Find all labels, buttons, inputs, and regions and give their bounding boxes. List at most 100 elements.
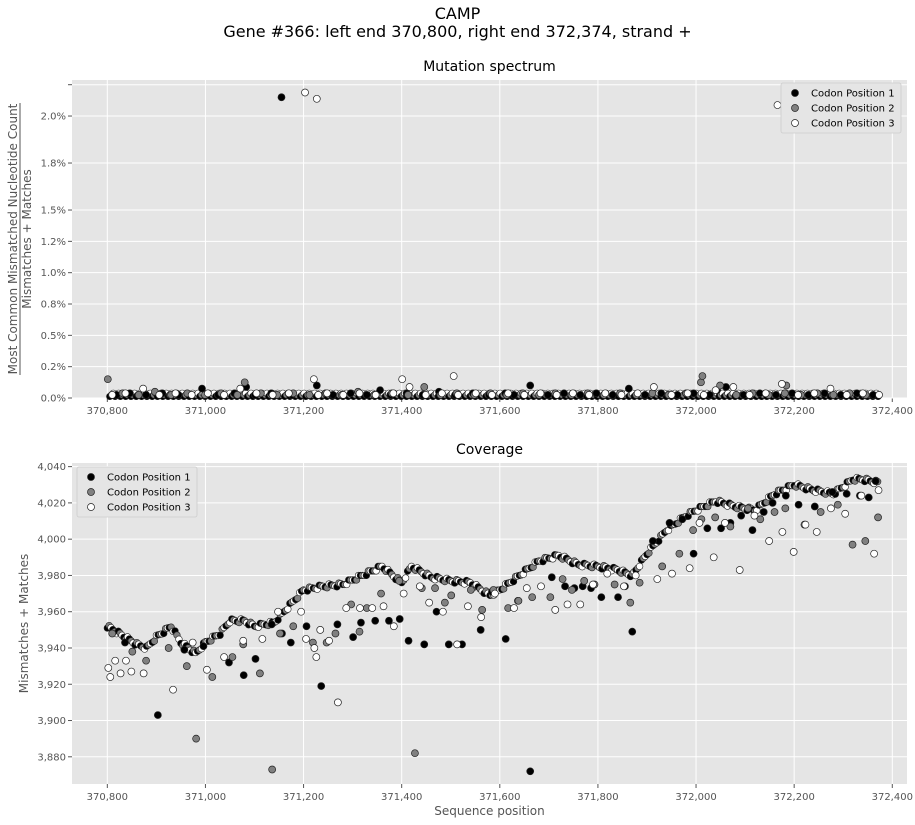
data-point	[108, 391, 117, 399]
data-point	[357, 618, 365, 627]
data-point	[325, 636, 333, 645]
data-point	[289, 622, 298, 631]
legend: Codon Position 1 Codon Position 2 Codon Po…	[76, 466, 198, 518]
x-tick-label: 371,200	[283, 792, 324, 803]
data-point	[772, 391, 780, 399]
data-point	[164, 644, 173, 652]
data-point	[267, 620, 276, 629]
data-point	[716, 381, 724, 390]
series-codon-position-3	[104, 486, 883, 707]
data-point	[376, 386, 384, 395]
data-point	[650, 383, 658, 391]
data-point	[399, 589, 408, 598]
data-point	[537, 582, 545, 591]
data-point	[678, 515, 687, 524]
data-point	[649, 537, 657, 545]
data-point	[501, 635, 510, 643]
x-tick-label: 371,200	[283, 406, 324, 417]
data-point	[765, 537, 773, 545]
panel-title: Coverage	[456, 442, 523, 458]
figure-subtitle: Gene #366: left end 370,800, right end 3…	[223, 22, 692, 41]
data-point	[624, 384, 633, 393]
data-point	[208, 673, 217, 681]
data-point	[829, 391, 838, 399]
data-point	[610, 580, 619, 589]
y-tick-label: 3,900	[37, 716, 66, 727]
data-point	[363, 391, 371, 399]
data-point	[268, 765, 277, 774]
data-point	[444, 640, 453, 649]
data-point	[233, 391, 242, 399]
data-point	[546, 593, 555, 602]
data-point	[323, 389, 331, 398]
data-point	[735, 566, 744, 574]
data-point	[478, 606, 486, 614]
data-point	[395, 615, 404, 623]
y-axis-label-numerator: Most Common Mismatched Nucleotide Count	[6, 103, 20, 374]
data-point	[277, 93, 286, 102]
y-tick-label: 1.5%	[41, 206, 66, 217]
figure-title: CAMP	[434, 4, 481, 23]
data-point	[441, 598, 449, 607]
y-tick-label: 1.8%	[41, 159, 66, 170]
data-point	[134, 391, 143, 399]
data-point	[726, 522, 735, 531]
x-tick-label: 371,600	[479, 406, 520, 417]
data-point	[476, 625, 485, 634]
legend-box	[76, 466, 198, 518]
x-tick-label: 372,400	[872, 406, 913, 417]
x-tick-label: 372,000	[675, 406, 716, 417]
data-point	[155, 391, 164, 399]
data-point	[842, 391, 851, 399]
data-point	[558, 575, 567, 583]
data-point	[453, 640, 461, 649]
x-tick-label: 370,800	[87, 792, 128, 803]
data-point	[389, 622, 398, 631]
legend-label: Codon Position 3	[811, 119, 895, 130]
data-point	[685, 564, 694, 573]
data-point	[142, 391, 150, 399]
data-point	[239, 671, 248, 680]
data-point	[585, 391, 593, 399]
data-point	[781, 504, 790, 513]
data-point	[801, 520, 810, 529]
data-point	[236, 384, 245, 393]
legend-marker	[791, 104, 799, 112]
data-point	[103, 375, 112, 384]
data-point	[848, 540, 857, 549]
y-axis-label: Mismatches + Matches	[17, 554, 31, 693]
data-point	[312, 381, 321, 390]
data-point	[778, 380, 786, 388]
data-point	[608, 391, 617, 399]
data-point	[551, 606, 560, 614]
data-point	[504, 389, 512, 398]
legend-label: Codon Position 1	[107, 473, 191, 484]
data-point	[111, 656, 120, 665]
legend-marker	[791, 119, 799, 127]
x-tick-label: 372,200	[773, 406, 814, 417]
data-point	[810, 389, 819, 398]
data-point	[464, 602, 472, 611]
data-point	[425, 598, 434, 607]
data-point	[770, 508, 779, 516]
data-point	[302, 635, 310, 643]
legend-marker	[87, 503, 95, 511]
data-point	[385, 616, 393, 625]
data-point	[284, 389, 293, 398]
data-point	[561, 582, 569, 591]
data-point	[389, 389, 398, 398]
data-point	[601, 389, 610, 398]
data-point	[104, 664, 113, 672]
data-point	[603, 569, 612, 578]
data-point	[717, 524, 725, 533]
data-point	[759, 508, 768, 516]
data-point	[454, 391, 462, 399]
data-point	[314, 391, 323, 399]
data-point	[631, 571, 640, 580]
coverage-panel: 370,800 371,000 371,200 371,400 371,600 371,8…	[17, 442, 913, 818]
data-point	[398, 375, 407, 384]
data-point	[552, 391, 561, 399]
data-point	[861, 537, 870, 545]
data-point	[420, 383, 429, 391]
data-point	[816, 508, 825, 516]
